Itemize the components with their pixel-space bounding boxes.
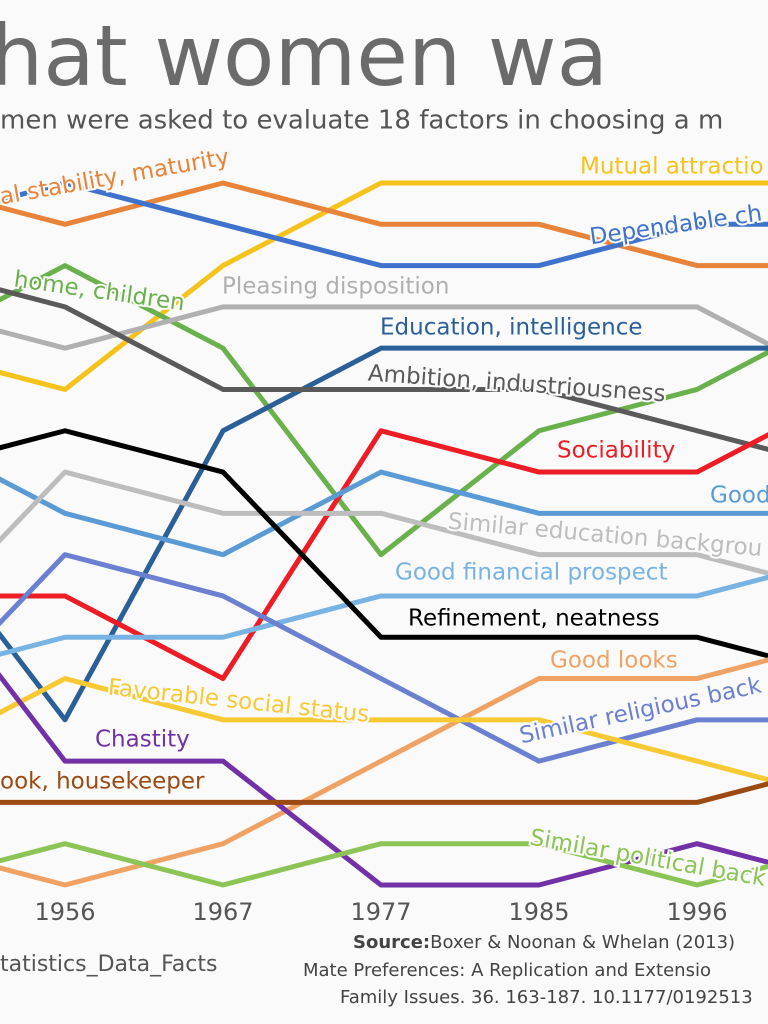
series-line xyxy=(0,263,768,558)
series-label: Good looks xyxy=(550,648,678,674)
series-label: Education, intelligence xyxy=(380,315,643,341)
series-label: Sociability xyxy=(557,438,675,464)
series-line xyxy=(0,180,768,392)
series-label: Chastity xyxy=(95,727,190,753)
series-label: Refinement, neatness xyxy=(408,606,660,632)
source: Source:Boxer & Noonan & Whelan (2013) xyxy=(353,932,735,953)
series-label: Good financial prospect xyxy=(395,560,667,586)
watermark: tatistics_Data_Facts xyxy=(0,952,217,977)
source-label: Source: xyxy=(353,932,430,953)
x-tick-label: 1996 xyxy=(666,898,727,926)
series-line xyxy=(0,676,768,783)
x-tick-label: 1985 xyxy=(508,898,569,926)
series-line xyxy=(0,841,768,888)
series-line xyxy=(0,345,768,723)
source-text: Mate Preferences: A Replication and Exte… xyxy=(303,960,711,981)
series-label: Good xyxy=(710,483,768,509)
x-tick-label: 1977 xyxy=(350,898,411,926)
chart-subtitle: men were asked to evaluate 18 factors in… xyxy=(0,106,723,136)
series-line xyxy=(0,180,768,269)
series-line xyxy=(0,287,768,452)
series-line xyxy=(0,672,768,888)
source-text: Family Issues. 36. 163-187. 10.1177/0192… xyxy=(340,987,753,1008)
series-line xyxy=(0,180,768,269)
series-line xyxy=(0,428,768,682)
series-line xyxy=(0,469,768,576)
series-line xyxy=(0,657,768,888)
x-tick-label: 1956 xyxy=(34,898,95,926)
series-label: Mutual attractio xyxy=(580,154,764,180)
lines xyxy=(0,180,768,888)
series-line xyxy=(0,428,768,659)
source-text: Boxer & Noonan & Whelan (2013) xyxy=(430,932,735,953)
series-line xyxy=(0,781,768,805)
series-label: ook, housekeeper xyxy=(0,769,205,795)
series-line xyxy=(0,552,768,764)
series-label: Pleasing disposition xyxy=(222,274,449,300)
series-line xyxy=(0,469,768,558)
series-line xyxy=(0,574,768,657)
x-tick-label: 1967 xyxy=(192,898,253,926)
chart-title: hat women wa xyxy=(0,7,608,105)
series-line xyxy=(0,304,768,351)
